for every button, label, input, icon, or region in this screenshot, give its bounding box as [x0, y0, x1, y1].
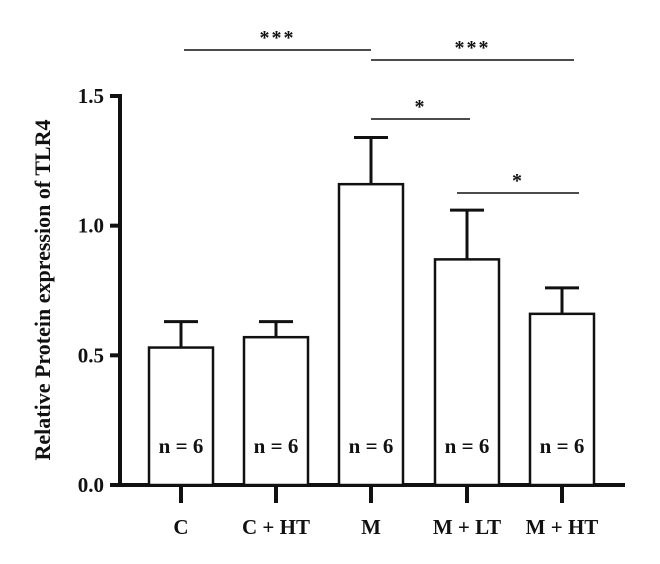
error-bars-group — [164, 135, 579, 348]
significance-label: * — [512, 170, 524, 192]
n-label: n = 6 — [349, 434, 394, 458]
x-tick-label: M — [361, 515, 381, 539]
x-tick-label: C + HT — [242, 515, 310, 539]
n-label: n = 6 — [159, 434, 204, 458]
bar — [528, 312, 596, 487]
significance-label: *** — [260, 27, 296, 49]
significance-label: * — [415, 96, 427, 118]
y-tick-label: 1.5 — [78, 84, 104, 108]
x-tick-label: C — [173, 515, 188, 539]
y-tick-labels-group: 0.0 0.5 1.0 1.5 — [78, 84, 104, 497]
bar — [433, 258, 501, 487]
y-axis-label: Relative Protein expression of TLR4 — [30, 120, 55, 461]
n-label: n = 6 — [445, 434, 490, 458]
x-tick-label: M + HT — [526, 515, 599, 539]
significance-group: *** ***** — [184, 27, 579, 194]
bar — [337, 182, 405, 487]
bar — [242, 335, 310, 487]
x-tick-labels-group: C C + HT M M + LT M + HT — [173, 515, 598, 539]
y-tick-label: 0.5 — [78, 343, 104, 367]
significance-label: *** — [455, 37, 491, 59]
n-label: n = 6 — [540, 434, 585, 458]
n-label: n = 6 — [254, 434, 299, 458]
x-tick-label: M + LT — [433, 515, 501, 539]
y-tick-label: 1.0 — [78, 214, 104, 238]
bar — [147, 346, 215, 487]
y-tick-label: 0.0 — [78, 473, 104, 497]
bars-group — [147, 182, 596, 487]
n-labels-group: n = 6 n = 6 n = 6 n = 6 n = 6 — [159, 434, 585, 458]
